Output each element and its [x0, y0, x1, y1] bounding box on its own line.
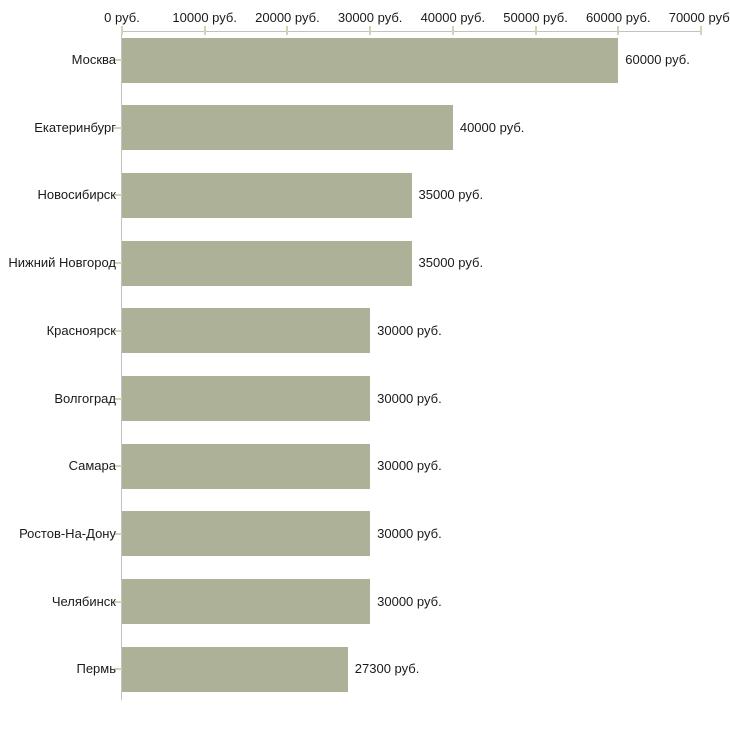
category-tick	[114, 532, 122, 535]
x-tick	[121, 26, 123, 35]
category-label: Нижний Новгород	[8, 255, 116, 271]
x-tick-label: 30000 руб.	[337, 10, 403, 25]
category-label: Челябинск	[51, 593, 116, 609]
category-tick	[114, 668, 122, 671]
x-tick	[534, 26, 537, 35]
x-tick	[451, 26, 454, 35]
value-label: 30000 руб.	[377, 458, 442, 474]
value-label: 30000 руб.	[377, 593, 442, 609]
x-tick-label: 70000 руб.	[668, 10, 730, 25]
value-label: 35000 руб.	[418, 255, 484, 271]
category-tick	[114, 262, 122, 265]
value-label: 30000 руб.	[377, 390, 442, 406]
x-tick	[203, 26, 206, 35]
x-tick-label: 50000 руб.	[503, 10, 568, 25]
x-tick-label: 0 руб.	[104, 10, 140, 25]
category-label: Новосибирск	[37, 187, 117, 203]
x-tick-label: 40000 руб.	[420, 10, 486, 25]
bar	[122, 105, 453, 151]
value-label: 27300 руб.	[354, 661, 420, 677]
bar	[122, 443, 371, 489]
category-tick	[114, 126, 122, 129]
category-label: Ростов-На-Дону	[19, 525, 116, 541]
x-tick	[700, 26, 702, 35]
value-label: 30000 руб.	[377, 525, 442, 541]
value-label: 30000 руб.	[377, 322, 442, 338]
bar	[122, 511, 371, 557]
x-axis-line	[121, 31, 701, 32]
category-tick	[114, 194, 122, 197]
y-axis-line	[121, 31, 122, 700]
category-label: Красноярск	[46, 322, 116, 338]
x-tick-label: 10000 руб.	[172, 10, 237, 25]
value-label: 35000 руб.	[418, 187, 484, 203]
x-tick	[286, 26, 289, 35]
category-tick	[114, 329, 122, 332]
bar	[122, 172, 412, 218]
bar	[122, 646, 348, 692]
bar	[122, 240, 412, 286]
category-label: Екатеринбург	[34, 119, 116, 135]
category-tick	[114, 465, 122, 468]
bar	[122, 579, 371, 625]
bar	[122, 37, 619, 83]
x-tick-label: 60000 руб.	[586, 10, 651, 25]
category-tick	[114, 59, 122, 61]
category-label: Пермь	[76, 661, 116, 677]
x-tick-label: 20000 руб.	[255, 10, 320, 25]
bar	[122, 376, 371, 421]
category-label: Волгоград	[54, 390, 116, 406]
bar	[122, 308, 371, 354]
x-tick	[369, 26, 372, 35]
category-label: Самара	[68, 458, 116, 474]
category-label: Москва	[71, 52, 116, 67]
category-tick	[114, 600, 122, 603]
x-tick	[617, 26, 620, 35]
value-label: 60000 руб.	[625, 52, 690, 67]
value-label: 40000 руб.	[459, 119, 525, 135]
category-tick	[114, 397, 122, 400]
